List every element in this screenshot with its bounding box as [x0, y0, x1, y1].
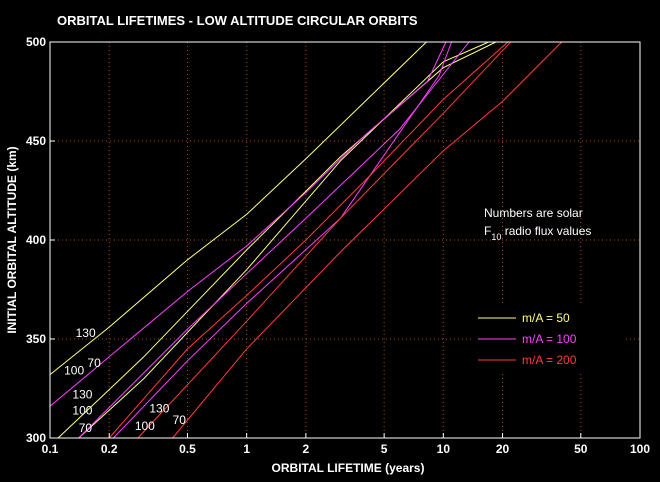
x-axis-label: ORBITAL LIFETIME (years): [272, 461, 425, 475]
flux-label: 130: [76, 326, 96, 340]
series-line: [78, 41, 489, 439]
annotation-note: Numbers are solar F10 radio flux values: [484, 206, 591, 242]
x-tick-label: 20: [496, 442, 510, 456]
chart-title: ORBITAL LIFETIMES - LOW ALTITUDE CIRCULA…: [57, 13, 418, 28]
x-tick-label: 2: [303, 442, 310, 456]
x-tick-label: 0.1: [42, 442, 59, 456]
legend-label: m/A = 100: [522, 332, 577, 346]
note-subscript: 10: [491, 232, 501, 242]
flux-label: 130: [149, 401, 169, 415]
flux-label: 100: [64, 364, 84, 378]
flux-label: 70: [173, 413, 187, 427]
flux-label: 100: [135, 419, 155, 433]
legend: m/A = 50 m/A = 100 m/A = 200: [474, 306, 624, 372]
x-tick-label: 100: [630, 442, 650, 456]
x-tick-label: 5: [381, 442, 388, 456]
flux-label: 130: [72, 387, 92, 401]
flux-label: 100: [72, 403, 92, 417]
y-tick-label: 300: [26, 431, 46, 445]
series-line: [49, 41, 447, 407]
legend-label: m/A = 50: [522, 311, 570, 325]
x-tick-label: 10: [437, 442, 451, 456]
series-line: [113, 41, 452, 439]
x-tick-label: 50: [574, 442, 588, 456]
y-tick-label: 450: [26, 134, 46, 148]
series-line: [172, 41, 563, 439]
series-line: [49, 41, 427, 375]
legend-label: m/A = 200: [522, 353, 577, 367]
note-line-1: Numbers are solar: [484, 206, 583, 220]
x-tick-labels: 0.1 0.2 0.5 1 2 5 10 20 50 100: [42, 433, 650, 456]
note-rest: radio flux values: [501, 224, 591, 238]
y-tick-label: 400: [26, 233, 46, 247]
y-axis-label: INITIAL ORBITAL ALTITUDE (km): [5, 146, 19, 333]
note-line-2: F10 radio flux values: [484, 224, 591, 242]
x-tick-label: 0.5: [179, 442, 196, 456]
flux-label: 70: [87, 356, 101, 370]
y-tick-labels: 300 350 400 450 500: [26, 35, 55, 445]
series-line: [78, 41, 470, 439]
x-tick-label: 1: [243, 442, 250, 456]
y-tick-label: 500: [26, 35, 46, 49]
note-f: F: [484, 224, 491, 238]
series-line: [137, 41, 512, 439]
series-layer: [49, 41, 563, 439]
y-tick-label: 350: [26, 332, 46, 346]
x-tick-label: 0.2: [101, 442, 118, 456]
series-line: [108, 41, 509, 439]
flux-label: 70: [79, 421, 93, 435]
